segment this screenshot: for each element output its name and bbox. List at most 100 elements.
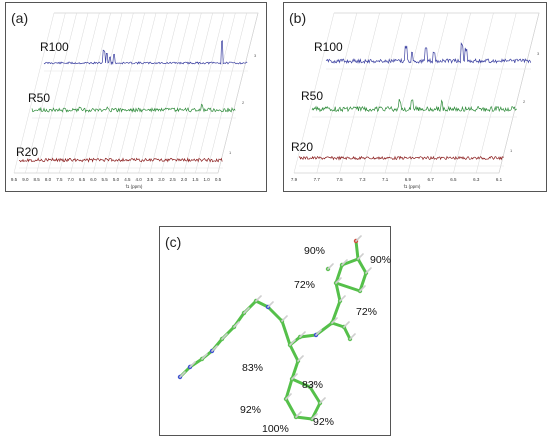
x-tick-label: 4.5	[124, 177, 131, 182]
hydrogen-bond	[357, 253, 364, 260]
percentage-label: 72%	[294, 279, 315, 291]
bond	[254, 299, 270, 309]
hydrogen-bond	[233, 321, 240, 328]
grid-line	[70, 12, 111, 174]
grid-line	[127, 12, 168, 174]
panel-b-label: (b)	[289, 10, 307, 26]
grid-line	[59, 12, 100, 174]
z-tick-label: 3	[254, 53, 257, 58]
bond	[342, 325, 352, 341]
x-tick-label: 2.5	[170, 177, 177, 182]
hydrogen-bond	[343, 321, 350, 328]
x-tick-label: 6.7	[428, 177, 435, 182]
hydrogen-bond	[243, 307, 250, 314]
hydrogen-bond	[201, 353, 208, 360]
spectrum-label-r20: R20	[291, 140, 313, 154]
grid-line	[138, 12, 179, 174]
x-tick-label: 5.5	[102, 177, 109, 182]
panel-b-axis-unit: f1 (ppm)	[404, 184, 421, 189]
molecule-atoms	[177, 235, 372, 422]
hydrogen-bond	[189, 361, 196, 368]
x-tick-label: 0.5	[215, 177, 222, 182]
grid-line	[195, 12, 236, 174]
grid-line	[453, 12, 494, 174]
molecule-bonds	[178, 239, 368, 421]
grid-line	[217, 12, 259, 174]
percentage-label: 100%	[262, 423, 289, 435]
hydrogen-bond	[309, 381, 316, 388]
bond	[290, 359, 300, 381]
x-tick-label: 6.0	[90, 177, 97, 182]
hydrogen-bond	[267, 301, 274, 308]
bond	[356, 257, 368, 275]
spectrum-trace-r20	[18, 157, 223, 163]
spectrum-trace-r50	[31, 103, 236, 113]
bond	[290, 377, 312, 389]
z-tick-label: 2	[242, 100, 245, 105]
hydrogen-bond	[281, 315, 288, 322]
x-tick-label: 7.7	[314, 177, 321, 182]
z-tick-label: 1	[229, 150, 232, 155]
percentage-label: 90%	[370, 254, 391, 266]
x-tick-label: 1.0	[204, 177, 211, 182]
panel-a-label: (a)	[11, 10, 29, 26]
panel-a-z-axis: 3 2 1	[229, 53, 257, 155]
panel-b-grid	[293, 12, 540, 174]
hydrogen-bond	[179, 371, 186, 378]
x-tick-label: 7.1	[382, 177, 389, 182]
hydrogen-bond	[299, 331, 306, 338]
hydrogen-bond	[291, 373, 298, 380]
x-tick-label: 3.5	[147, 177, 154, 182]
panel-c-label: (c)	[165, 234, 182, 250]
x-tick-label: 9.5	[11, 177, 18, 182]
grid-line	[183, 12, 225, 174]
bond	[284, 397, 298, 419]
grid-line	[316, 12, 358, 174]
percentage-label: 92%	[240, 404, 261, 416]
bond	[284, 377, 294, 401]
grid-line	[206, 12, 247, 174]
panel-a-grid	[13, 12, 259, 174]
x-tick-label: 9.0	[22, 177, 29, 182]
panel-b-traces	[298, 42, 532, 161]
x-tick-label: 4.0	[136, 177, 143, 182]
x-tick-label: 6.3	[473, 177, 480, 182]
hydrogen-bond	[285, 393, 292, 400]
grid-line	[293, 12, 335, 174]
percentage-label: 90%	[304, 245, 325, 257]
hydrogen-bond	[255, 295, 262, 302]
panel-b-z-axis: 3 2 1	[510, 51, 540, 153]
grid-line	[36, 12, 77, 174]
grid-line	[93, 12, 134, 174]
x-tick-label: 2.0	[181, 177, 188, 182]
bond	[340, 257, 360, 267]
bond	[310, 401, 322, 421]
bond	[288, 343, 300, 363]
hydrogen-bond	[319, 397, 326, 404]
hydrogen-bond	[335, 277, 342, 284]
x-tick-label: 7.5	[336, 177, 343, 182]
hydrogen-bond	[339, 295, 346, 302]
x-tick-label: 8.5	[34, 177, 41, 182]
z-tick-label: 3	[537, 51, 540, 56]
grid-line	[172, 12, 213, 174]
panel-a-x-axis: 9.5 9.0 8.5 8.0 7.5 7.0 6.5 6.0 5.5 5.0 4.5 4.0 3.5 3…	[11, 177, 222, 182]
grid-line	[384, 12, 426, 174]
hydrogen-bond	[289, 339, 296, 346]
grid-line	[475, 12, 517, 174]
grid-line	[161, 12, 202, 174]
bond	[308, 385, 322, 405]
hydrogen-bond	[211, 345, 218, 352]
spectrum-label-r100: R100	[314, 40, 343, 54]
panel-a-traces	[18, 40, 248, 163]
grid-line	[149, 12, 191, 174]
bond	[334, 281, 342, 303]
grid-line	[339, 12, 380, 174]
panel-b-spectra: R100 R50 R20 7.9 7.7 7.5 7.3 7.1 6.9 6.7 6.5 6.3…	[291, 12, 540, 189]
bond	[280, 319, 292, 347]
percentage-label: 83%	[242, 362, 263, 374]
grid-line	[104, 12, 145, 174]
grid-line	[362, 12, 403, 174]
hydrogen-bond	[359, 285, 366, 292]
spectrum-trace-r100	[325, 42, 532, 64]
